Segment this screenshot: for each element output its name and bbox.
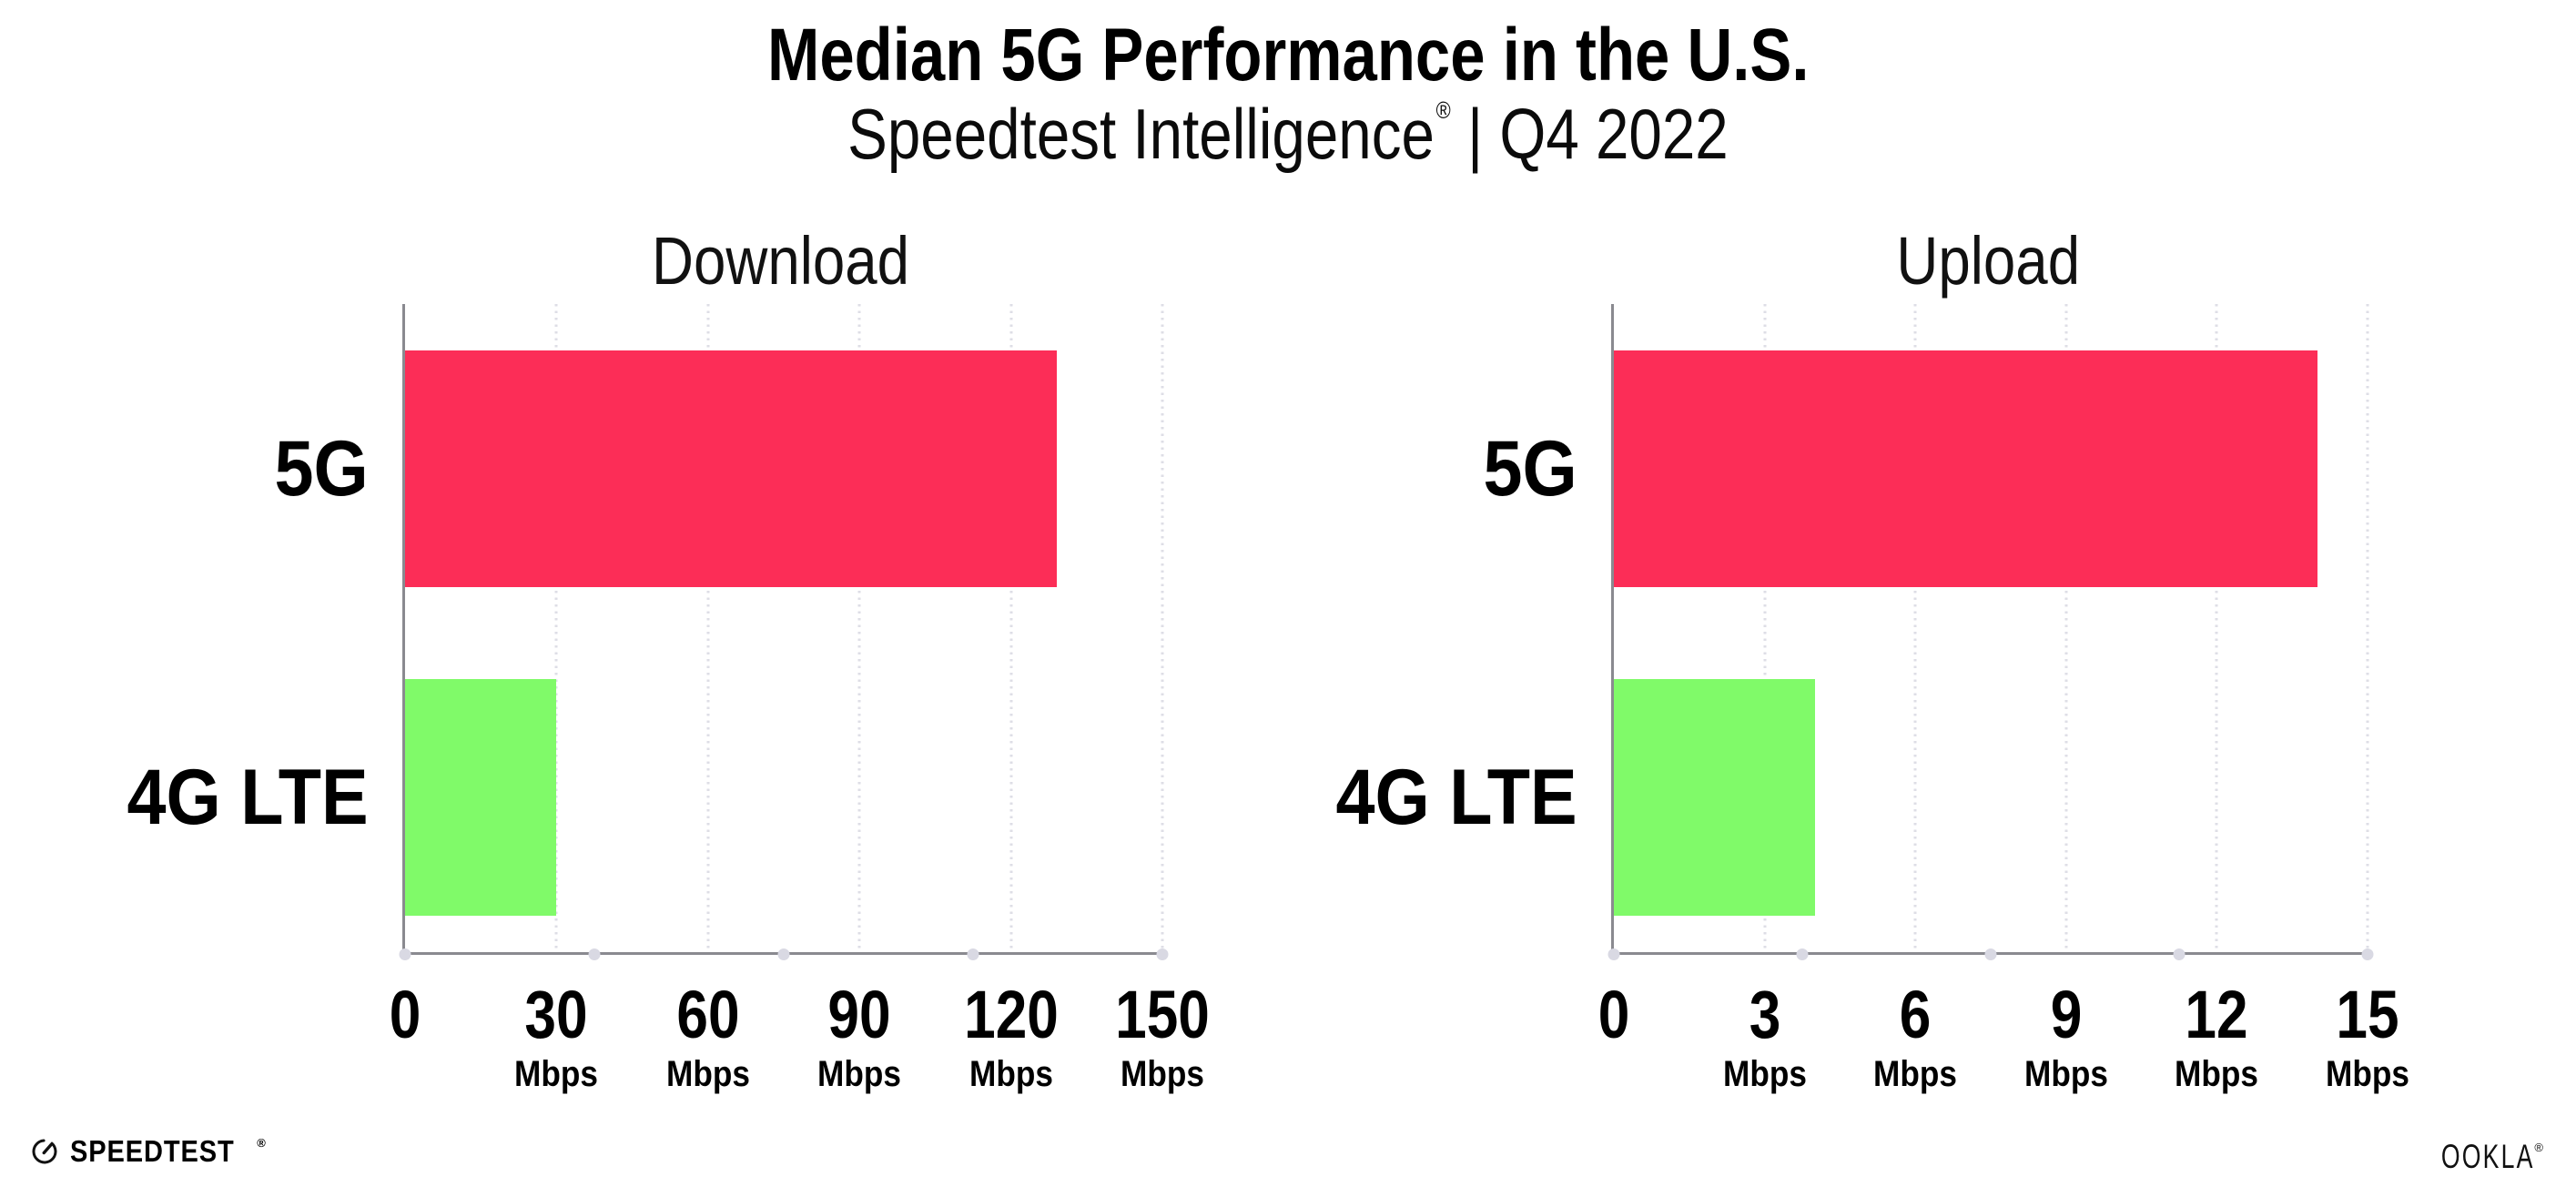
bar-4g-lte-upload <box>1614 679 1815 916</box>
x-tick-value: 120 <box>963 977 1059 1052</box>
x-tick-value: 15 <box>2336 977 2399 1052</box>
axis-tick-dot <box>777 948 790 960</box>
x-axis-tick-30: 30 Mbps <box>509 977 603 1095</box>
upload-chart-plot: 0 3 Mbps 6 Mbps 9 Mbps 12 Mbps 15 Mbps 5G 4G LTE <box>1336 304 2409 1094</box>
x-tick-value: 3 <box>1749 977 1780 1052</box>
x-tick-value: 6 <box>1899 977 1932 1052</box>
x-tick-unit: Mbps <box>514 1054 599 1095</box>
axis-tick-dot <box>2361 948 2374 960</box>
x-tick-value: 9 <box>2050 977 2083 1052</box>
bar-5g-download <box>405 350 1057 587</box>
category-label-5g: 5G <box>1473 350 1577 587</box>
x-axis-tick-3: 3 Mbps <box>1717 977 1811 1095</box>
download-chart-plot: 0 30 Mbps 60 Mbps 90 Mbps 120 Mbps 150 Mbps 5G 4G LT… <box>127 304 1210 1094</box>
x-tick-value: 90 <box>827 977 891 1052</box>
gauge-icon <box>32 1139 57 1164</box>
subtitle-period: | Q4 2022 <box>1467 94 1729 174</box>
gridline-60 <box>706 304 710 952</box>
category-label-text: 4G LTE <box>127 753 369 841</box>
x-tick-value: 0 <box>389 977 421 1052</box>
x-tick-value: 30 <box>524 977 588 1052</box>
category-label-text: 5G <box>274 424 369 512</box>
x-axis-tick-60: 60 Mbps <box>661 977 756 1095</box>
subtitle-brand: Speedtest Intelligence <box>847 94 1435 174</box>
x-axis-tick-0: 0 <box>386 977 423 1052</box>
bar-5g-upload <box>1614 350 2317 587</box>
axis-tick-dot <box>1607 948 1620 960</box>
axis-tick-dot <box>967 948 979 960</box>
page-title: Median 5G Performance in the U.S. <box>0 13 2576 98</box>
category-label-text: 5G <box>1483 424 1577 512</box>
speedtest-wordmark: SPEEDTEST <box>70 1134 235 1168</box>
x-tick-value: 60 <box>676 977 740 1052</box>
page-subtitle: Speedtest Intelligence® | Q4 2022 <box>0 93 2576 176</box>
category-label-text: 4G LTE <box>1335 753 1577 841</box>
x-axis-tick-0: 0 <box>1595 977 1632 1052</box>
x-tick-unit: Mbps <box>2326 1054 2409 1095</box>
page-title-text: Median 5G Performance in the U.S. <box>766 14 1810 96</box>
registered-mark-icon: ® <box>2534 1141 2543 1154</box>
gridline-6 <box>1913 304 1917 952</box>
x-tick-unit: Mbps <box>969 1054 1053 1095</box>
x-tick-unit: Mbps <box>665 1054 750 1095</box>
x-axis-tick-12: 12 Mbps <box>2169 977 2264 1095</box>
gridline-12 <box>2215 304 2218 952</box>
x-axis-tick-15: 15 Mbps <box>2320 977 2415 1095</box>
axis-tick-dot <box>1156 948 1169 960</box>
category-label-5g: 5G <box>264 350 369 587</box>
x-axis-tick-150: 150 Mbps <box>1106 977 1218 1095</box>
x-tick-value: 150 <box>1115 977 1210 1052</box>
x-axis-tick-6: 6 Mbps <box>1868 977 1962 1095</box>
gridline-150 <box>1161 304 1164 952</box>
category-label-4g-lte: 4G LTE <box>1309 679 1577 916</box>
registered-mark-icon: ® <box>1435 96 1451 124</box>
bar-4g-lte-download <box>405 679 557 916</box>
x-tick-value: 12 <box>2185 977 2248 1052</box>
registered-mark-icon: ® <box>257 1136 267 1150</box>
gridline-30 <box>554 304 558 952</box>
x-tick-unit: Mbps <box>2023 1054 2108 1095</box>
axis-tick-dot <box>588 948 601 960</box>
axis-tick-dot <box>399 948 411 960</box>
x-axis-tick-9: 9 Mbps <box>2019 977 2114 1095</box>
x-axis-tick-120: 120 Mbps <box>955 977 1067 1095</box>
upload-chart-title: Upload <box>1896 223 2080 299</box>
x-tick-unit: Mbps <box>1121 1054 1204 1095</box>
axis-tick-dot <box>2173 948 2186 960</box>
x-tick-unit: Mbps <box>1722 1054 1807 1095</box>
x-tick-unit: Mbps <box>817 1054 902 1095</box>
x-axis-tick-90: 90 Mbps <box>812 977 907 1095</box>
ookla-wordmark: OOKLA <box>2440 1138 2535 1175</box>
speedtest-logo: SPEEDTEST ® <box>31 1134 267 1169</box>
gridline-90 <box>857 304 861 952</box>
gridline-3 <box>1763 304 1767 952</box>
gridline-9 <box>2064 304 2068 952</box>
x-tick-value: 0 <box>1597 977 1630 1052</box>
category-label-4g-lte: 4G LTE <box>100 679 369 916</box>
download-chart-title: Download <box>652 223 910 299</box>
ookla-logo: OOKLA® <box>2405 1138 2543 1176</box>
axis-tick-dot <box>1984 948 1997 960</box>
x-tick-unit: Mbps <box>1873 1054 1958 1095</box>
x-tick-unit: Mbps <box>2175 1054 2259 1095</box>
gridline-15 <box>2366 304 2369 952</box>
gridline-120 <box>1009 304 1013 952</box>
axis-tick-dot <box>1796 948 1809 960</box>
